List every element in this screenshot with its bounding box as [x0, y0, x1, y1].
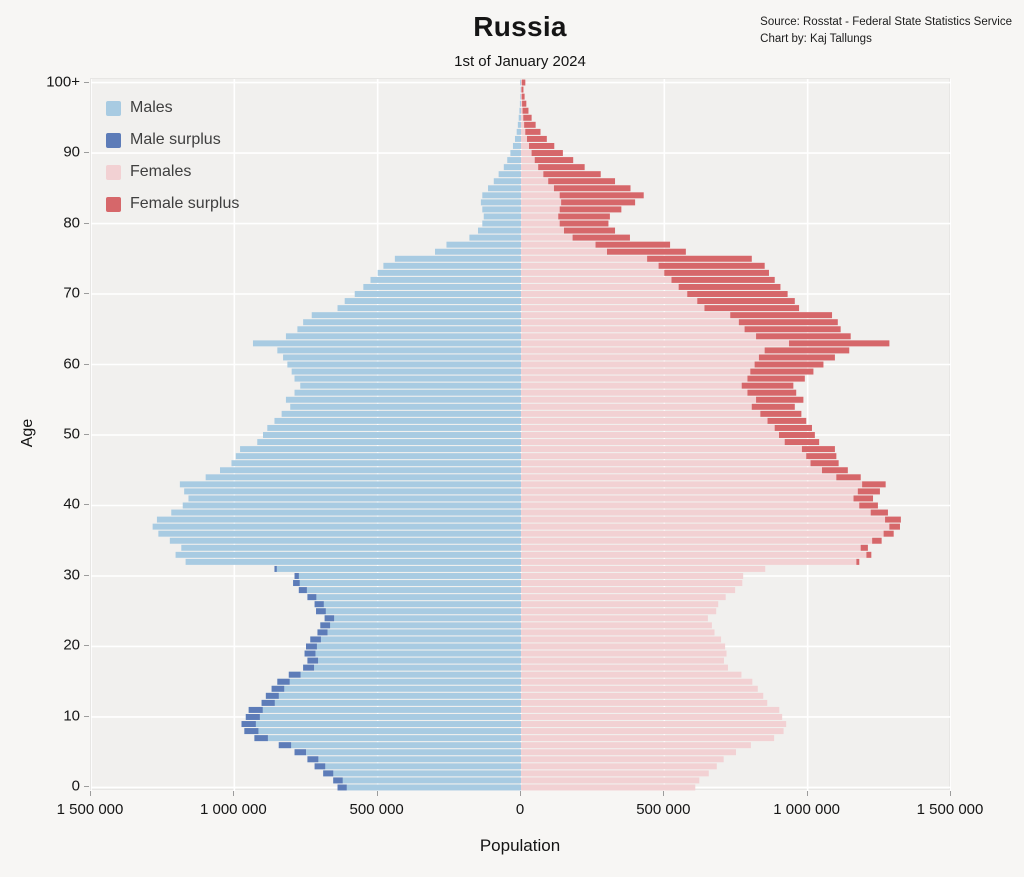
y-tick-label: 20	[63, 636, 80, 654]
credit-line: Chart by: Kaj Tallungs	[760, 33, 872, 46]
x-tick-label: 1 000 000	[773, 801, 841, 818]
x-tick-mark	[233, 791, 235, 796]
legend-label: Male surplus	[130, 131, 221, 148]
y-tick-label: 40	[63, 495, 80, 513]
y-tick-mark	[84, 81, 89, 83]
x-tick-mark	[376, 791, 378, 796]
legend-label: Males	[130, 99, 173, 116]
y-tick-label: 30	[63, 566, 80, 584]
x-tick-mark	[520, 791, 521, 796]
y-tick-mark	[84, 293, 89, 294]
y-tick-label: 70	[63, 284, 80, 302]
y-tick-mark	[84, 574, 89, 576]
x-tick-label: 1 000 000	[199, 801, 267, 818]
y-tick-mark	[84, 152, 89, 154]
legend-swatch	[106, 196, 121, 212]
x-tick-mark	[663, 791, 665, 796]
chart-subtitle: 1st of January 2024	[454, 53, 586, 70]
legend: Males Male surplus Females Female surplus	[106, 99, 239, 213]
x-tick-mark	[950, 791, 951, 796]
x-tick-label: 500 000	[636, 801, 691, 818]
y-tick-mark	[84, 222, 89, 224]
x-tick-label: 1 500 000	[56, 801, 124, 818]
plot-area: Males Male surplus Females Female surplus	[90, 78, 951, 791]
x-tick-label: 1 500 000	[916, 801, 984, 818]
legend-item-male-surplus: Male surplus	[106, 131, 239, 149]
x-tick-label: 500 000	[349, 801, 404, 818]
chart-title: Russia	[473, 11, 567, 42]
y-tick-mark	[84, 504, 89, 506]
y-tick-mark	[84, 715, 89, 717]
legend-label: Females	[130, 163, 192, 180]
x-tick-mark	[806, 791, 808, 796]
legend-swatch	[106, 100, 121, 116]
y-tick-mark	[84, 363, 89, 365]
y-tick-label: 50	[63, 425, 80, 443]
y-tick-mark	[84, 786, 89, 788]
y-tick-label: 100+	[46, 73, 80, 91]
x-axis-title: Population	[479, 836, 561, 855]
y-tick-label: 60	[63, 355, 80, 372]
source-note: Source: Rosstat - Federal State Statisti…	[760, 14, 1012, 49]
y-tick-mark	[84, 645, 89, 647]
legend-item-female-surplus: Female surplus	[106, 195, 239, 213]
pyramid-bars	[91, 79, 951, 791]
legend-swatch	[106, 164, 121, 180]
legend-item-females: Females	[106, 163, 239, 181]
y-tick-label: 90	[63, 143, 80, 161]
y-tick-mark	[84, 434, 89, 435]
y-tick-label: 10	[63, 707, 80, 725]
x-tick-label: 0	[515, 801, 525, 818]
source-line: Source: Rosstat - Federal State Statisti…	[760, 16, 1012, 28]
legend-label: Female surplus	[130, 195, 240, 212]
y-tick-label: 0	[71, 777, 80, 795]
legend-item-males: Males	[106, 99, 239, 117]
x-tick-mark	[90, 791, 91, 796]
legend-swatch	[106, 132, 121, 148]
y-tick-label: 80	[63, 214, 80, 231]
